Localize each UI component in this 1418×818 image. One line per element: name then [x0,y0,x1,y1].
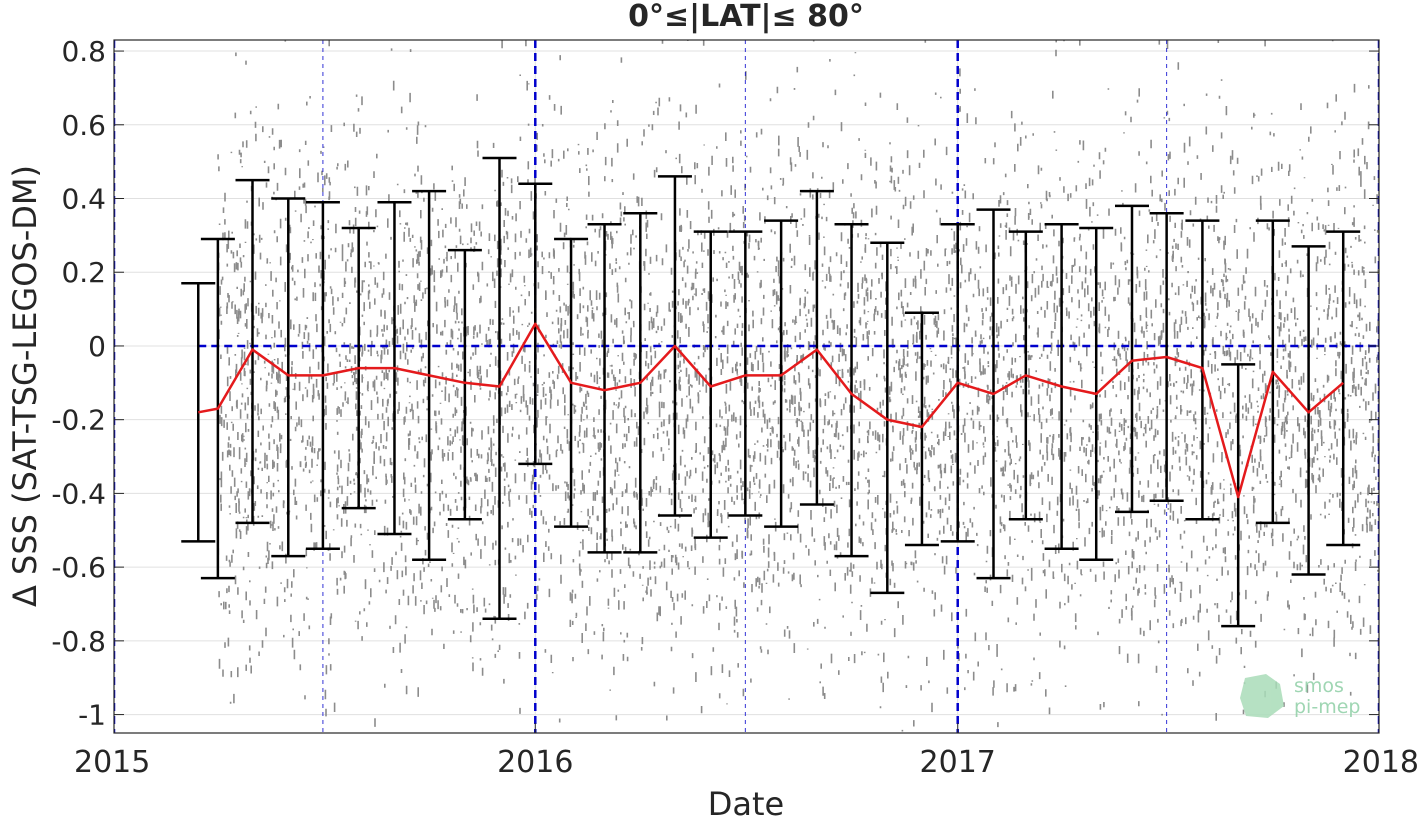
error-bar [799,189,834,506]
y-tick-label: 0.4 [61,183,106,216]
error-bar [904,311,939,547]
error-bar [447,248,482,521]
error-bar [764,219,799,528]
y-tick-label: -1 [78,699,106,732]
logo-line2: pi-mep [1294,696,1360,718]
smos-pimep-logo: smos pi-mep [1240,674,1360,718]
error-bar [1326,230,1361,547]
x-tick-label: 2018 [1343,745,1418,780]
logo-line1: smos [1294,675,1344,697]
chart-title: 0°≤|LAT|≤ 80° [628,0,864,34]
error-bar [728,230,763,517]
y-axis-label: Δ SSS (SAT-TSG-LEGOS-DM) [6,165,44,607]
error-bar [834,223,869,558]
error-bar [482,156,517,620]
axis-ticks: -1 -0.8 -0.6 -0.4 -0.2 0 0.2 0.4 0.6 0.8 2015 2016 2… [51,35,1418,780]
mean-series-line [198,322,1345,499]
error-bar [1115,204,1150,514]
mean-line [198,322,1345,499]
error-bar [870,241,905,595]
y-tick-label: 0.2 [61,256,106,289]
plot-frame [113,39,1380,734]
error-bar [271,197,306,558]
y-tick-label: -0.2 [51,404,106,437]
x-axis-label: Date [708,785,784,818]
x-tick-label: 2016 [497,745,573,780]
y-tick-label: 0.8 [61,35,106,68]
y-tick-label: -0.4 [51,477,106,510]
y-tick-label: -0.8 [51,625,106,658]
error-bars [181,156,1361,628]
error-bar [181,282,216,543]
y-tick-label: -0.6 [51,551,106,584]
y-tick-label: 0 [88,330,106,363]
logo-shape-icon [1240,674,1284,718]
scatter-points [217,40,1379,733]
y-tick-label: 0.6 [61,109,106,142]
x-tick-label: 2015 [74,745,150,780]
scatter-cloud [217,40,1379,733]
error-bar [587,223,622,554]
x-tick-label: 2017 [920,745,996,780]
